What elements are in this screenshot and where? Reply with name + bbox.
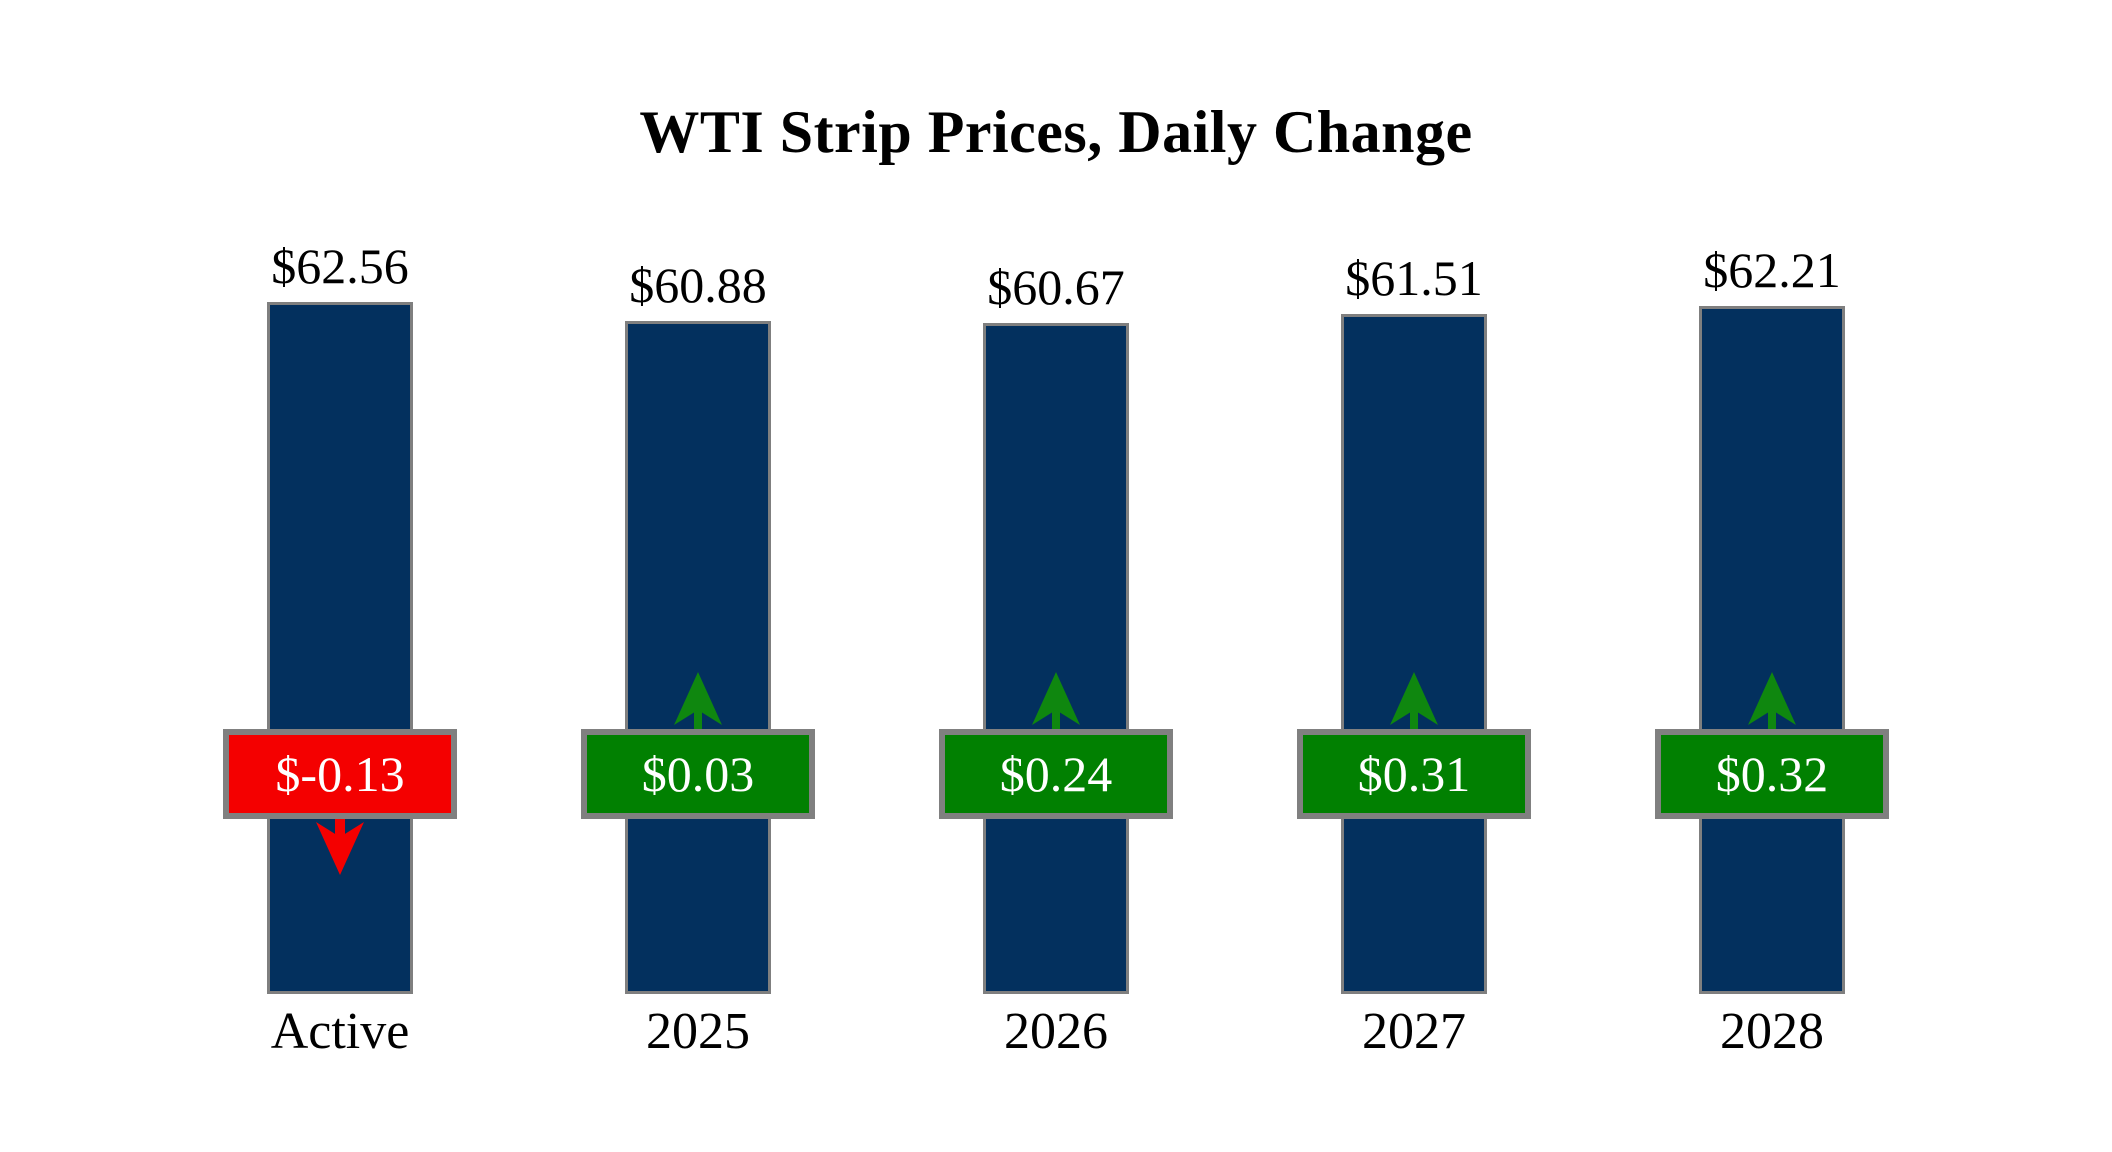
change-value: $0.31 — [1357, 746, 1471, 802]
change-value: $-0.13 — [275, 746, 405, 802]
bar — [983, 323, 1129, 994]
down-arrow-icon — [316, 818, 364, 875]
price-label: $60.88 — [629, 257, 767, 313]
category-label: Active — [270, 1003, 410, 1060]
bar — [1699, 306, 1845, 994]
category-label: 2025 — [646, 1003, 750, 1060]
change-badge: $0.03 — [581, 729, 815, 819]
category-label: 2026 — [1004, 1003, 1108, 1060]
bar-column: $62.56 $-0.13 Active — [161, 0, 519, 1152]
bar-column: $60.88 $0.03 2025 — [519, 0, 877, 1152]
change-value: $0.03 — [641, 746, 755, 802]
category-label: 2027 — [1362, 1003, 1466, 1060]
change-value: $0.24 — [999, 746, 1113, 802]
bar-column: $61.51 $0.31 2027 — [1235, 0, 1593, 1152]
bar — [1341, 314, 1487, 994]
price-label: $62.56 — [271, 238, 409, 294]
change-badge: $0.32 — [1655, 729, 1889, 819]
change-value: $0.32 — [1715, 746, 1829, 802]
price-label: $61.51 — [1345, 250, 1483, 306]
category-label: 2028 — [1720, 1003, 1824, 1060]
up-arrow-icon — [674, 672, 722, 729]
price-label: $60.67 — [987, 259, 1125, 315]
change-badge: $-0.13 — [223, 729, 457, 819]
up-arrow-icon — [1748, 672, 1796, 729]
bar-column: $62.21 $0.32 2028 — [1593, 0, 1951, 1152]
bar-column: $60.67 $0.24 2026 — [877, 0, 1235, 1152]
chart-title: WTI Strip Prices, Daily Change — [639, 99, 1473, 165]
price-label: $62.21 — [1703, 242, 1841, 298]
bar — [267, 302, 413, 994]
change-badge: $0.24 — [939, 729, 1173, 819]
change-badge: $0.31 — [1297, 729, 1531, 819]
up-arrow-icon — [1032, 672, 1080, 729]
up-arrow-icon — [1390, 672, 1438, 729]
bar — [625, 321, 771, 994]
